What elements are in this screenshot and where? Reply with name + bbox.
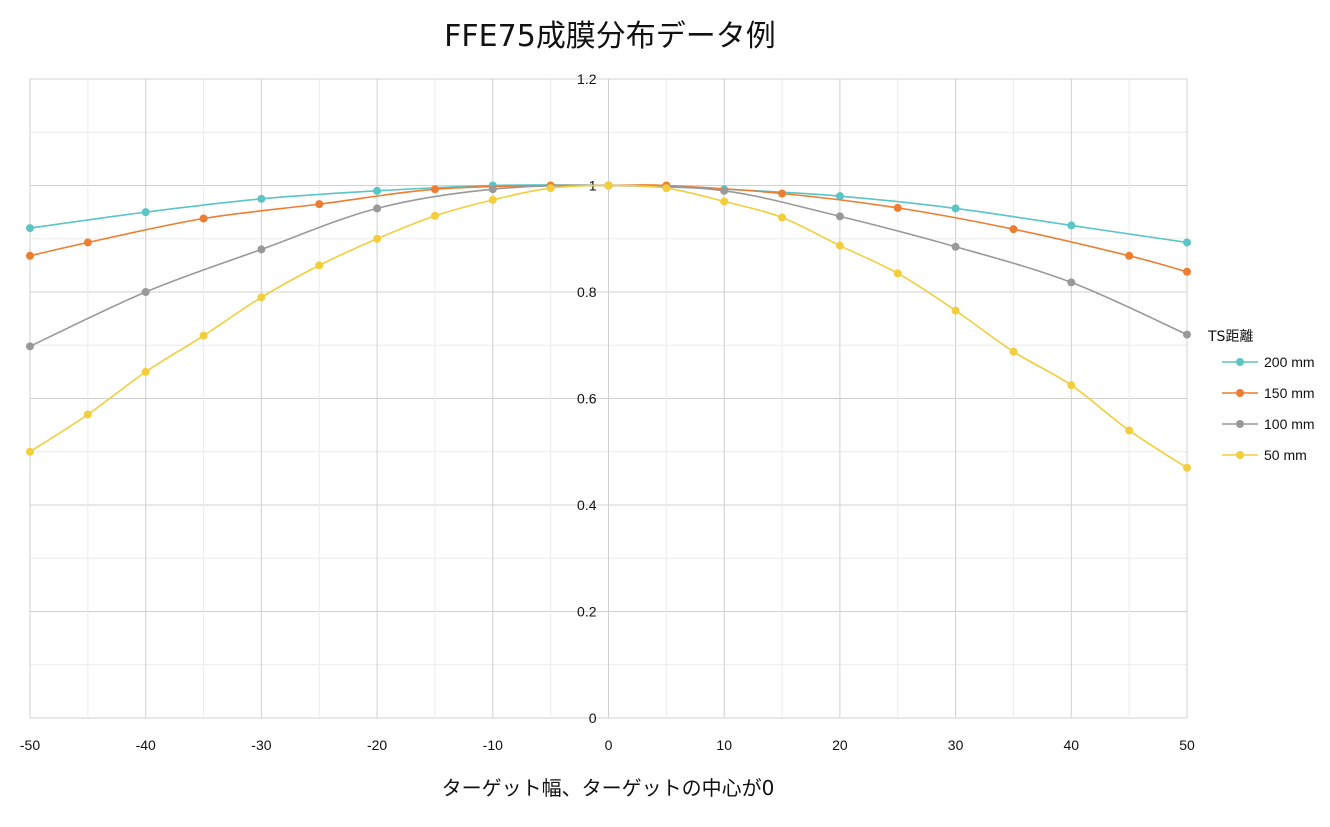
data-point [141,208,150,217]
legend-item: 150 mm [1222,385,1315,401]
data-point [83,410,92,419]
data-point [373,234,382,243]
legend-marker [1236,451,1244,459]
series-layer [26,181,1191,472]
data-point [315,200,324,209]
y-tick-label: 0.4 [577,497,597,513]
x-tick-label: 20 [832,737,848,753]
chart-title: FFE75成膜分布データ例 [444,19,776,54]
data-point [199,214,208,223]
data-point [835,241,844,250]
legend-label: 200 mm [1264,354,1315,370]
data-point [257,245,266,254]
data-point [199,331,208,340]
data-point [373,186,382,195]
data-point [26,447,34,456]
data-point [778,213,787,222]
legend-title: TS距離 [1207,328,1253,345]
data-point [488,185,497,194]
data-point [835,192,844,201]
legend-label: 150 mm [1264,385,1315,401]
grid [29,78,1188,719]
data-point [26,251,34,260]
legend-marker [1236,420,1244,428]
data-point [778,189,787,198]
data-point [1125,251,1134,260]
data-point [1067,381,1076,390]
data-point [951,204,960,213]
data-point [1009,347,1018,356]
x-axis-label: ターゲット幅、ターゲットの中心が0 [442,776,775,800]
data-point [1067,278,1076,287]
data-point [488,195,497,204]
legend-marker [1236,358,1244,366]
data-point [546,184,555,193]
x-tick-label: -40 [136,737,156,753]
data-point [430,211,439,220]
data-point [141,288,150,296]
data-point [604,181,613,190]
data-point [373,204,382,213]
legend: TS距離 200 mm 150 mm 100 mm 50 mm [1207,328,1315,463]
x-tick-label: -10 [483,737,503,753]
legend-item: 100 mm [1222,416,1315,432]
data-point [662,184,671,193]
data-point [720,197,729,206]
data-point [835,212,844,221]
y-tick-label: 0 [589,710,597,726]
data-point [893,269,902,278]
legend-marker [1236,389,1244,397]
data-point [951,242,960,251]
data-point [141,367,150,376]
x-tick-label: 0 [605,737,613,753]
y-tick-label: 1.2 [577,71,597,87]
y-axis-ticks: 00.20.40.60.811.2 [577,71,597,726]
x-tick-label: -20 [367,737,387,753]
data-point [257,194,266,203]
data-point [1183,238,1191,247]
data-point [430,185,439,194]
data-point [893,203,902,212]
legend-label: 100 mm [1264,416,1315,432]
y-tick-label: 0.6 [577,391,597,407]
x-tick-label: -30 [251,737,271,753]
data-point [951,306,960,315]
data-point [257,293,266,302]
data-point [83,238,92,247]
legend-item: 50 mm [1222,447,1307,463]
data-point [720,186,729,195]
data-point [315,261,324,270]
x-tick-label: 50 [1179,737,1195,753]
x-tick-label: 30 [948,737,964,753]
legend-item: 200 mm [1222,354,1315,370]
data-point [26,342,34,351]
x-tick-label: -50 [20,737,40,753]
data-point [1183,463,1191,472]
data-point [1183,267,1191,276]
data-point [1009,225,1018,234]
data-point [1125,426,1134,435]
legend-label: 50 mm [1264,447,1307,463]
x-axis-ticks: -50 -40 -30 -20 -10 0 10 20 30 40 50 [20,737,1195,753]
x-tick-label: 10 [716,737,732,753]
y-tick-label: 0.8 [577,284,597,300]
data-point [26,224,34,233]
data-point [1067,221,1076,230]
y-tick-label: 0.2 [577,604,597,620]
series-3 [26,181,1191,472]
data-point [1183,330,1191,339]
x-tick-label: 40 [1064,737,1080,753]
